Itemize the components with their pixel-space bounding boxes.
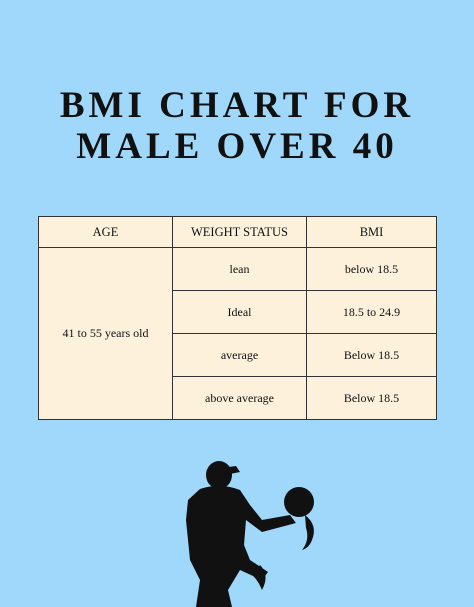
header-row: AGE WEIGHT STATUS BMI — [38, 216, 437, 248]
title: MALE OVER 40 — [76, 126, 398, 167]
row: 41 to 55 years old lean below 18.5 — [38, 247, 437, 420]
header-cell: AGE — [38, 216, 173, 248]
cell: lean — [172, 247, 307, 291]
cell: average — [172, 333, 307, 377]
cell: above average — [172, 376, 307, 420]
cell: below 18.5 — [306, 247, 437, 291]
row: average Below 18.5 — [39, 333, 437, 377]
row: above average Below 18.5 — [39, 376, 437, 420]
header-cell: WEIGHT STATUS — [172, 216, 307, 248]
age-cell: 41 to 55 years old — [38, 247, 173, 420]
row: Ideal 18.5 to 24.9 — [39, 290, 437, 334]
bmi-table: AGE WEIGHT STATUS BMI 41 to 55 years old… — [38, 216, 437, 420]
cell: Below 18.5 — [306, 376, 437, 420]
title: BMI CHART FOR — [59, 85, 415, 126]
cell: Below 18.5 — [306, 333, 437, 377]
cell: 18.5 to 24.9 — [306, 290, 437, 334]
